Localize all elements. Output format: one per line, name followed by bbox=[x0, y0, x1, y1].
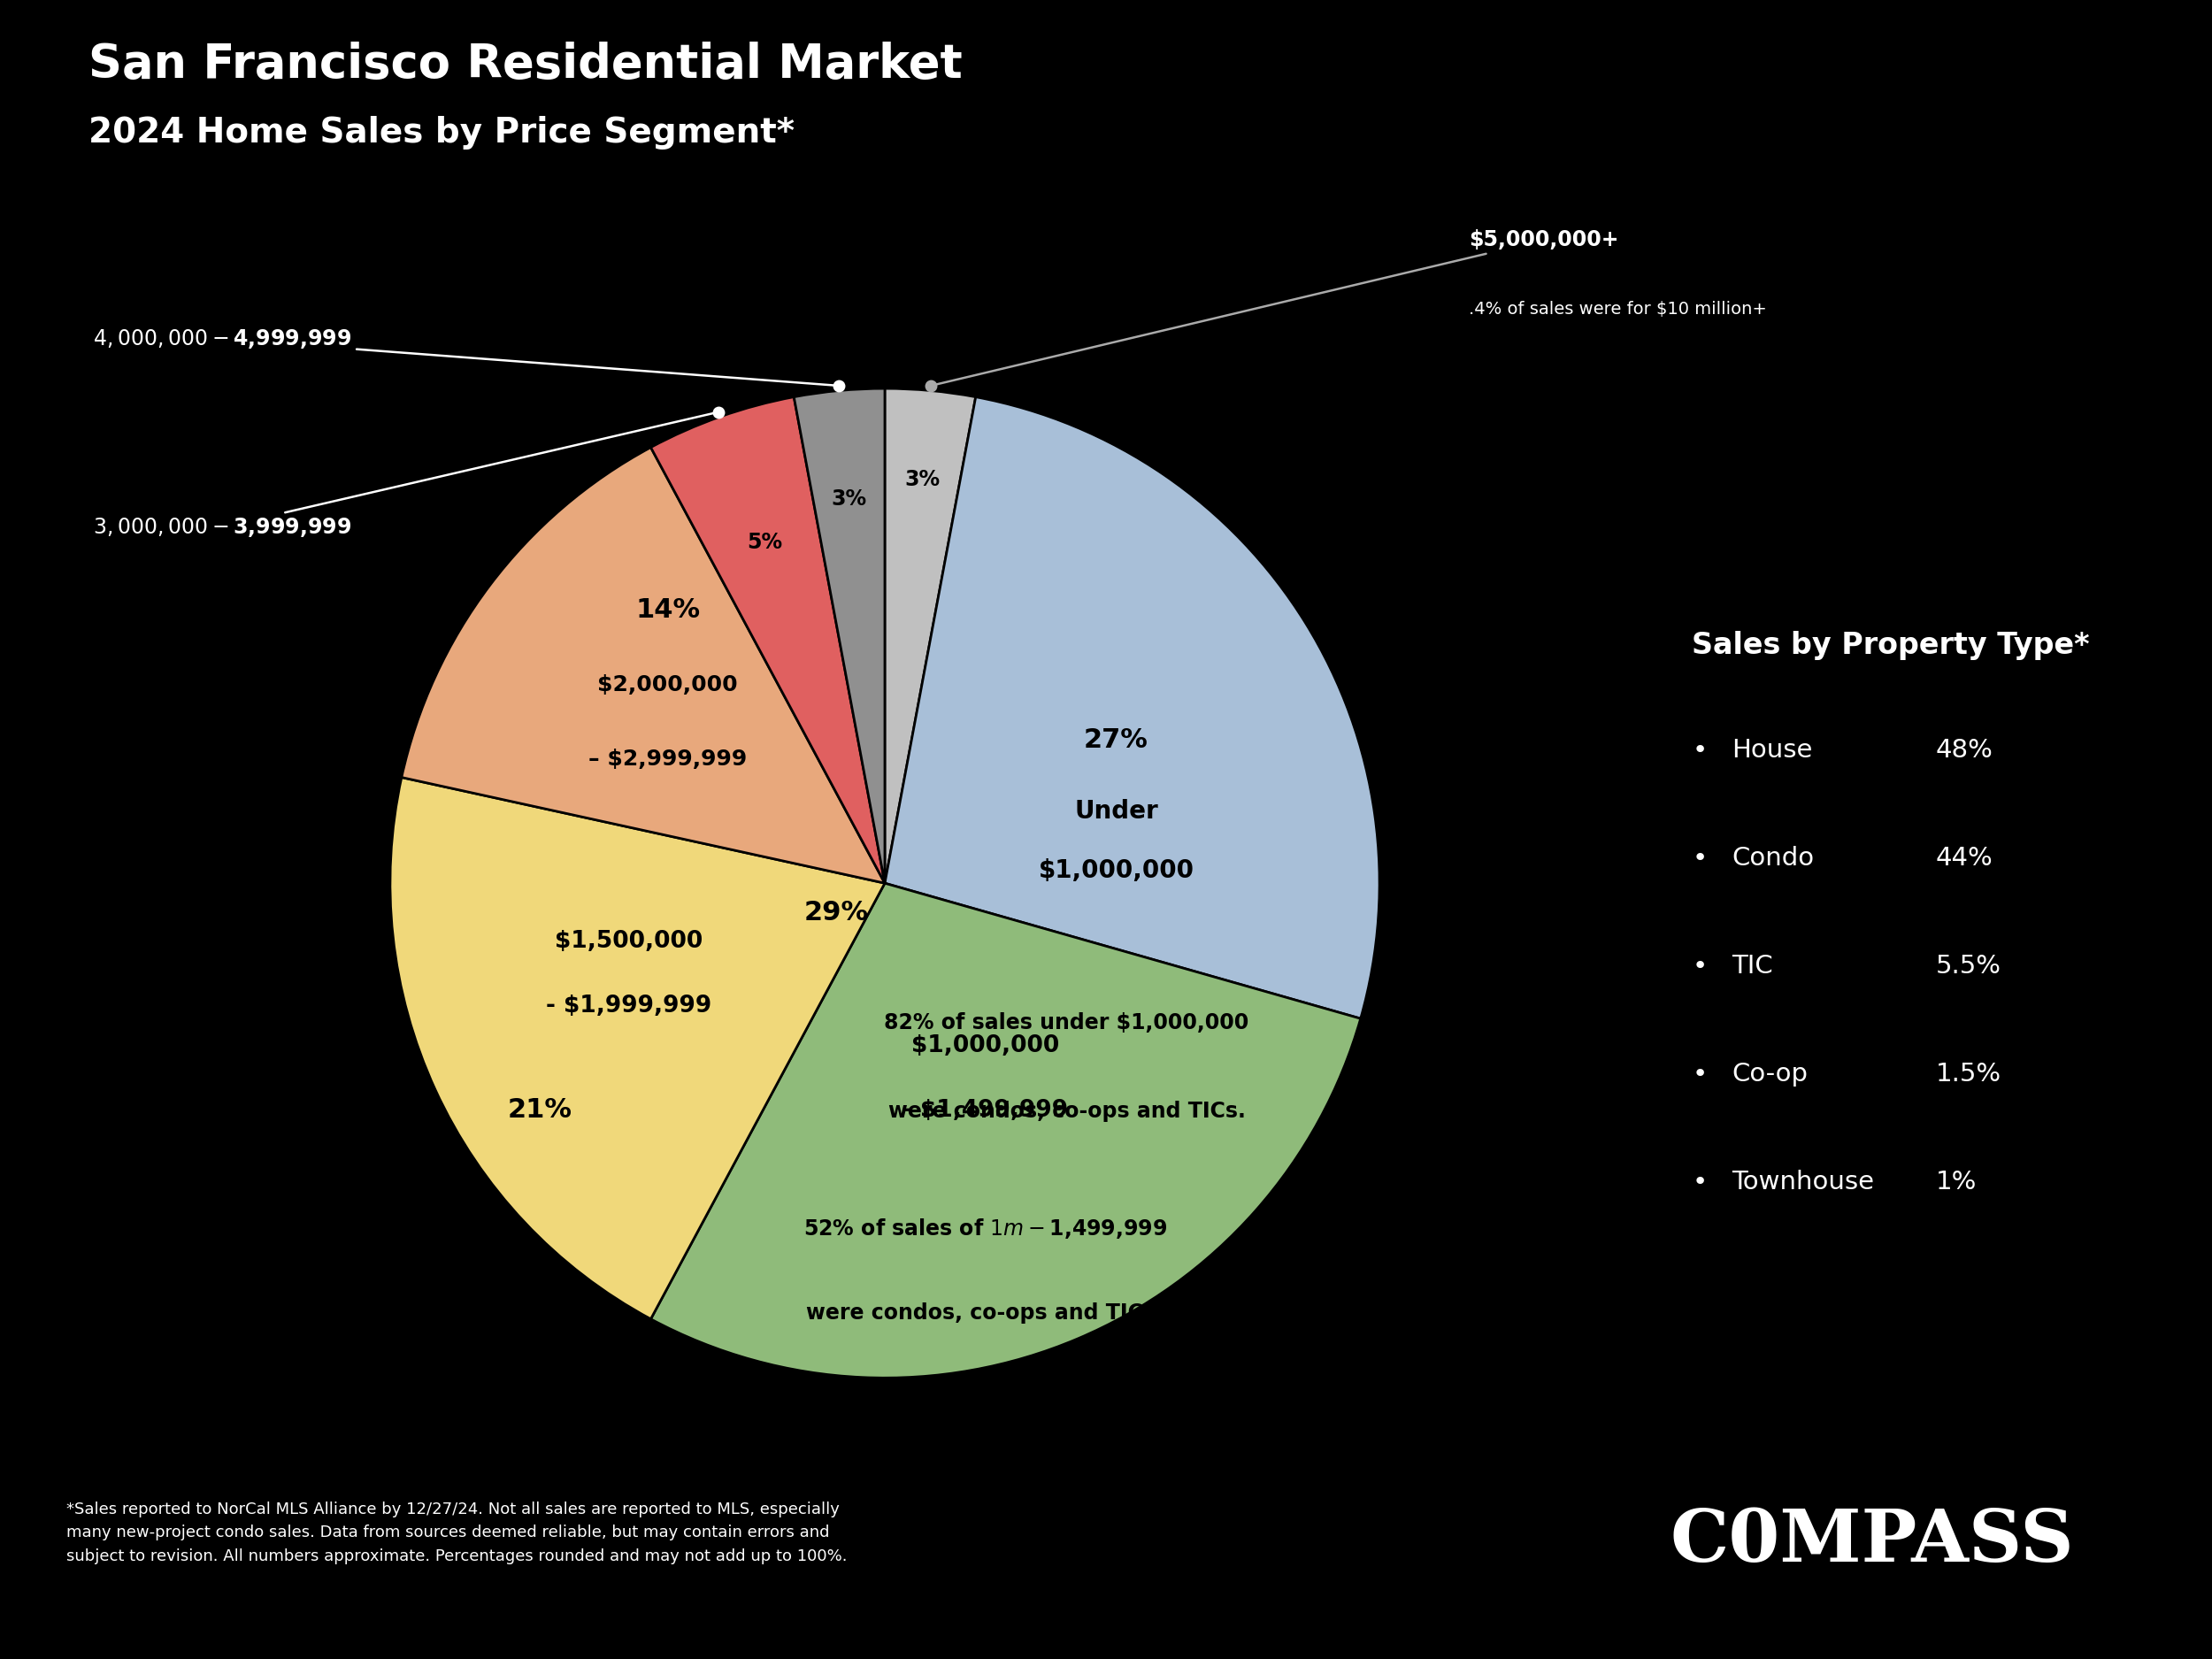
Wedge shape bbox=[650, 883, 1360, 1379]
Text: Condo: Condo bbox=[1732, 846, 1814, 871]
Text: $5,000,000+: $5,000,000+ bbox=[933, 229, 1619, 385]
Text: Under: Under bbox=[1075, 800, 1159, 825]
Text: 3%: 3% bbox=[832, 488, 867, 509]
Text: •: • bbox=[1692, 738, 1708, 763]
Text: 44%: 44% bbox=[1936, 846, 1993, 871]
Wedge shape bbox=[389, 778, 885, 1319]
Text: 3%: 3% bbox=[905, 468, 940, 489]
Text: 27%: 27% bbox=[1084, 727, 1148, 753]
Text: $1,000,000: $1,000,000 bbox=[1037, 859, 1194, 884]
Text: – $2,999,999: – $2,999,999 bbox=[588, 748, 748, 770]
Text: 52% of sales of $1m - $1,499,999: 52% of sales of $1m - $1,499,999 bbox=[803, 1218, 1168, 1241]
Wedge shape bbox=[403, 448, 885, 883]
Text: - $1,499,999: - $1,499,999 bbox=[902, 1098, 1068, 1121]
Text: 5.5%: 5.5% bbox=[1936, 954, 2002, 979]
Text: 2024 Home Sales by Price Segment*: 2024 Home Sales by Price Segment* bbox=[88, 116, 794, 149]
Text: San Francisco Residential Market: San Francisco Residential Market bbox=[88, 41, 962, 88]
Text: $2,000,000: $2,000,000 bbox=[597, 674, 739, 695]
Wedge shape bbox=[650, 397, 885, 883]
Text: $4,000,000 - $4,999,999: $4,000,000 - $4,999,999 bbox=[93, 327, 836, 385]
Text: 14%: 14% bbox=[635, 597, 699, 624]
Text: House: House bbox=[1732, 738, 1814, 763]
Text: .4% of sales were for $10 million+: .4% of sales were for $10 million+ bbox=[1469, 300, 1767, 319]
Text: 5%: 5% bbox=[748, 533, 783, 552]
Text: 48%: 48% bbox=[1936, 738, 1993, 763]
Text: were condos, co-ops and TICs.: were condos, co-ops and TICs. bbox=[807, 1302, 1164, 1324]
Text: - $1,999,999: - $1,999,999 bbox=[546, 994, 712, 1017]
Text: $1,000,000: $1,000,000 bbox=[911, 1034, 1060, 1057]
Text: •: • bbox=[1692, 1170, 1708, 1194]
Text: TIC: TIC bbox=[1732, 954, 1774, 979]
Text: •: • bbox=[1692, 1062, 1708, 1087]
Text: Co-op: Co-op bbox=[1732, 1062, 1807, 1087]
Text: *Sales reported to NorCal MLS Alliance by 12/27/24. Not all sales are reported t: *Sales reported to NorCal MLS Alliance b… bbox=[66, 1501, 847, 1564]
Text: 21%: 21% bbox=[507, 1097, 573, 1123]
Text: were condos, co-ops and TICs.: were condos, co-ops and TICs. bbox=[887, 1102, 1245, 1123]
Text: 1%: 1% bbox=[1936, 1170, 1978, 1194]
Wedge shape bbox=[794, 388, 885, 883]
Text: Sales by Property Type*: Sales by Property Type* bbox=[1692, 630, 2090, 660]
Text: •: • bbox=[1692, 954, 1708, 979]
Text: 1.5%: 1.5% bbox=[1936, 1062, 2002, 1087]
Text: 82% of sales under $1,000,000: 82% of sales under $1,000,000 bbox=[885, 1012, 1250, 1034]
Text: •: • bbox=[1692, 846, 1708, 871]
Text: $1,500,000: $1,500,000 bbox=[555, 931, 703, 954]
Text: C0MPASS: C0MPASS bbox=[1670, 1506, 2075, 1578]
Text: 29%: 29% bbox=[805, 899, 869, 926]
Text: Townhouse: Townhouse bbox=[1732, 1170, 1874, 1194]
Wedge shape bbox=[885, 397, 1380, 1019]
Wedge shape bbox=[885, 388, 975, 883]
Text: $3,000,000 - $3,999,999: $3,000,000 - $3,999,999 bbox=[93, 413, 717, 539]
